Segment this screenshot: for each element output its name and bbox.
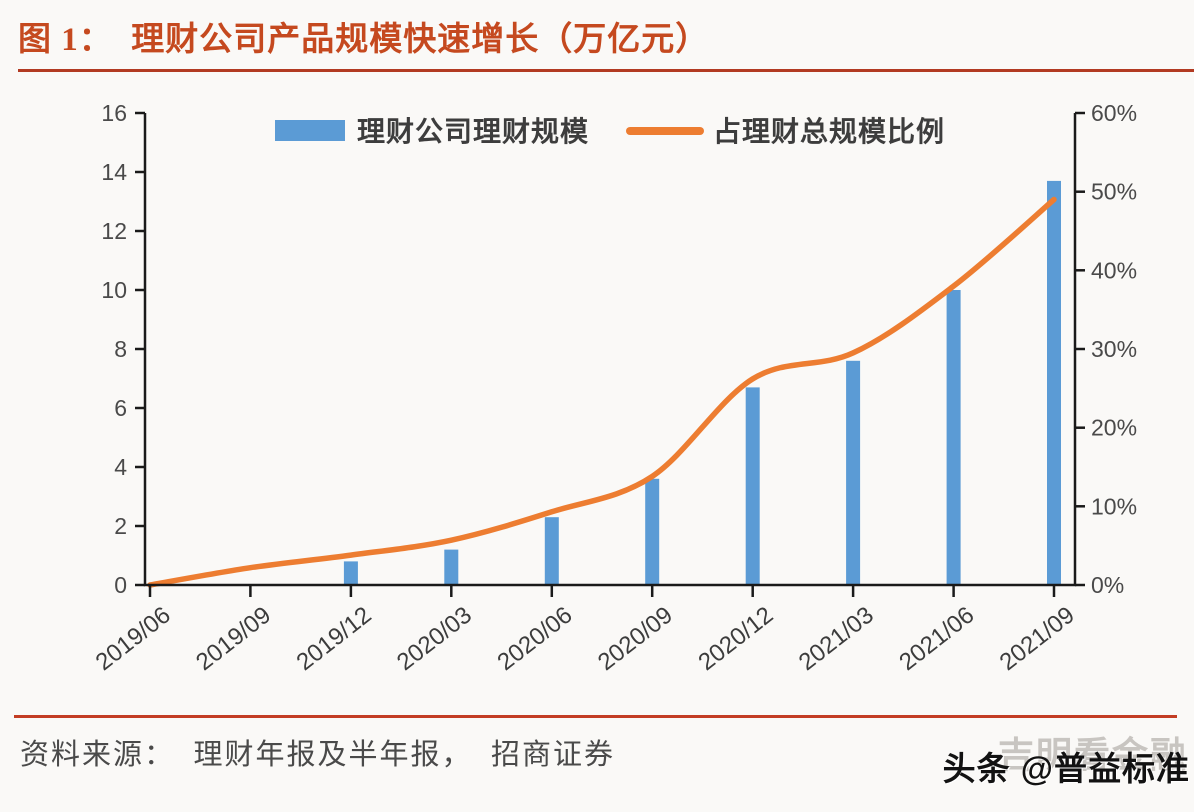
y-axis-right-tick-label: 20% [1091, 415, 1137, 441]
bar [343, 561, 358, 585]
y-axis-right-tick-label: 10% [1091, 493, 1137, 519]
y-axis-left-tick-label: 6 [114, 395, 127, 421]
bar [645, 478, 660, 585]
bar [1047, 180, 1061, 586]
x-axis-tick-label: 2020/03 [392, 601, 477, 676]
x-axis-tick-label: 2019/12 [292, 601, 377, 676]
y-axis-right-tick-label: 40% [1091, 257, 1137, 283]
y-axis-right-tick-label: 30% [1091, 336, 1137, 362]
y-axis-right-tick-label: 60% [1091, 100, 1137, 126]
x-axis-tick-label: 2020/09 [593, 601, 678, 676]
chart-canvas: 0 2 4 6 8 10 12 14 16 0% 10% 20% 30% 40% 50% 60% 2019/06… [91, 100, 1137, 676]
x-axis-tick-label: 2020/06 [492, 601, 577, 676]
x-axis-tick-label: 2019/06 [91, 601, 176, 676]
bar-series [343, 180, 1061, 586]
watermark-main-text: 头条 @普益标准 [942, 750, 1190, 787]
y-axis-left-tick-label: 10 [101, 277, 127, 303]
ratio-line [147, 196, 1057, 588]
y-axis-left-tick-label: 0 [114, 572, 127, 598]
y-axis-right-tick-label: 50% [1091, 179, 1137, 205]
y-axis-left-tick-label: 2 [114, 513, 127, 539]
y-axis-left-tick-label: 8 [114, 336, 127, 362]
y-axis-right-tick-label: 0% [1091, 572, 1124, 598]
legend: 理财公司理财规模 占理财总规模比例 [275, 116, 945, 147]
y-axis-left-tick-label: 4 [114, 454, 127, 480]
source-note: 资料来源： 理财年报及半年报， 招商证券 [20, 739, 616, 771]
tick-labels: 0 2 4 6 8 10 12 14 16 0% 10% 20% 30% 40% 50% 60% 2019/06… [91, 100, 1137, 676]
bar [544, 517, 559, 586]
tick-marks [135, 111, 1085, 597]
y-axis-left-tick-label: 16 [101, 100, 127, 126]
x-axis-tick-label: 2021/03 [794, 601, 879, 676]
x-axis-tick-label: 2021/09 [995, 601, 1080, 676]
legend-bar-swatch [275, 120, 345, 141]
x-axis-tick-label: 2020/12 [693, 601, 778, 676]
y-axis-left-tick-label: 12 [101, 218, 127, 244]
x-axis-tick-label: 2021/06 [894, 601, 979, 676]
bar [946, 290, 961, 585]
legend-bar-label: 理财公司理财规模 [357, 116, 589, 147]
watermark-faint-text: 吉明看金融 [997, 734, 1188, 775]
title-divider-rule [18, 69, 1194, 72]
footer-divider-rule [14, 715, 1177, 718]
y-axis-left-tick-label: 14 [101, 159, 127, 185]
bar [745, 387, 760, 585]
axes [143, 113, 1077, 587]
figure-title: 图 1： 理财公司产品规模快速增长（万亿元） [18, 22, 710, 58]
legend-line-label: 占理财总规模比例 [713, 116, 945, 147]
bar [444, 549, 459, 585]
bar [846, 360, 861, 585]
x-axis-tick-label: 2019/09 [191, 601, 276, 676]
